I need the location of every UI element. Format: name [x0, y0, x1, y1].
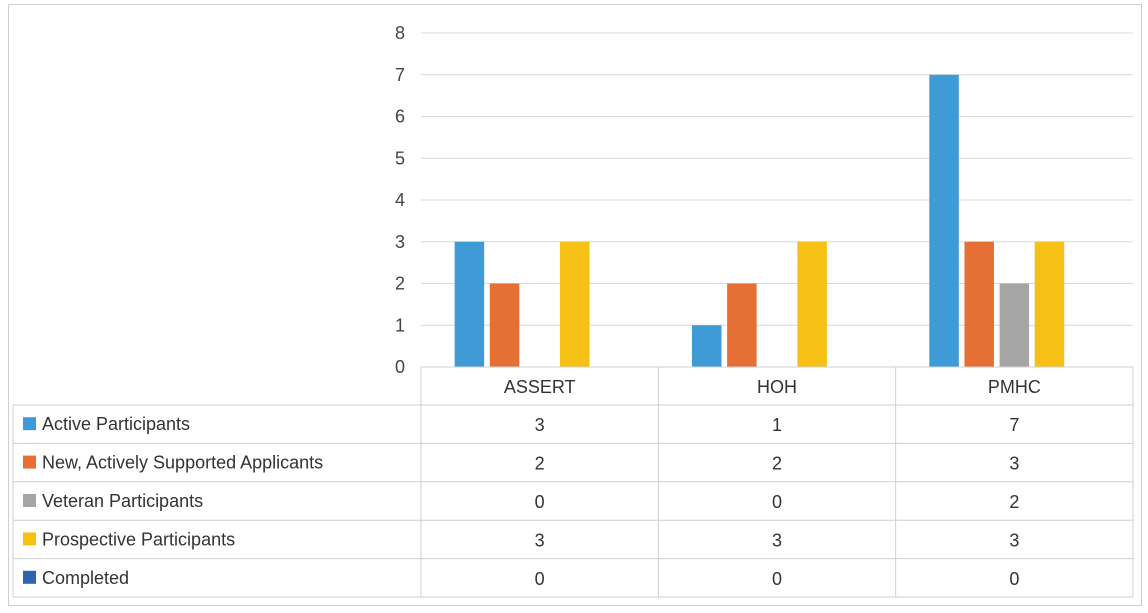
y-tick-label: 1: [395, 315, 405, 335]
table-cell: 0: [1009, 569, 1019, 589]
bar: [691, 325, 722, 367]
y-tick-label: 6: [395, 107, 405, 127]
legend-label: New, Actively Supported Applicants: [42, 453, 323, 473]
bar: [964, 241, 994, 367]
table-cell: 2: [772, 454, 782, 474]
table-cell: 0: [772, 569, 782, 589]
table-cell: 3: [1009, 530, 1019, 550]
legend-label: Completed: [42, 568, 129, 588]
y-tick-label: 8: [395, 23, 405, 43]
gridlines: [421, 32, 1133, 368]
data-table: ASSERT HOH PMHC Active Participants 3 1 7 New, …: [12, 366, 1134, 598]
y-tick-label: 2: [395, 274, 405, 294]
table-cell: 3: [772, 530, 782, 550]
chart-frame: 0 1 2 3 4 5 6 7 8 ASSERT HOH PMHC Active Participan…: [8, 4, 1142, 606]
bar: [999, 283, 1030, 367]
legend-label: Active Participants: [42, 414, 190, 434]
table-cell: 3: [535, 530, 545, 550]
bar: [560, 241, 590, 367]
table-cell: 0: [535, 492, 545, 512]
legend-swatch: [23, 417, 36, 431]
table-cell: 0: [535, 569, 545, 589]
bar: [489, 283, 520, 367]
y-tick-label: 5: [395, 148, 405, 168]
legend-swatch: [23, 570, 36, 584]
legend-swatch: [23, 532, 36, 546]
category-label: ASSERT: [504, 377, 576, 397]
legend-label: Prospective Participants: [42, 529, 235, 549]
legend-swatch: [23, 494, 36, 507]
bars: [454, 74, 1065, 367]
legend-label: Veteran Participants: [42, 491, 203, 511]
table-cell: 3: [535, 415, 545, 435]
y-tick-label: 7: [395, 65, 405, 85]
table-cell: 0: [772, 492, 782, 512]
table-cell: 1: [772, 415, 782, 435]
y-tick-label: 0: [395, 357, 405, 377]
bar: [727, 283, 757, 367]
table-cell: 2: [1009, 492, 1019, 512]
table-cell: 7: [1009, 415, 1019, 435]
bar: [797, 241, 827, 367]
bar-chart-with-data-table: 0 1 2 3 4 5 6 7 8 ASSERT HOH PMHC Active Participan…: [12, 23, 1134, 598]
category-label: PMHC: [988, 377, 1041, 397]
y-tick-label: 3: [395, 232, 405, 252]
table-cell: 2: [535, 454, 545, 474]
y-axis-ticks: 0 1 2 3 4 5 6 7 8: [395, 23, 405, 377]
bar: [454, 241, 485, 367]
table-cell: 3: [1009, 454, 1019, 474]
bar: [1034, 241, 1065, 367]
legend-swatch: [23, 455, 36, 469]
bar: [929, 74, 959, 367]
y-tick-label: 4: [395, 190, 405, 210]
category-label: HOH: [757, 377, 797, 397]
